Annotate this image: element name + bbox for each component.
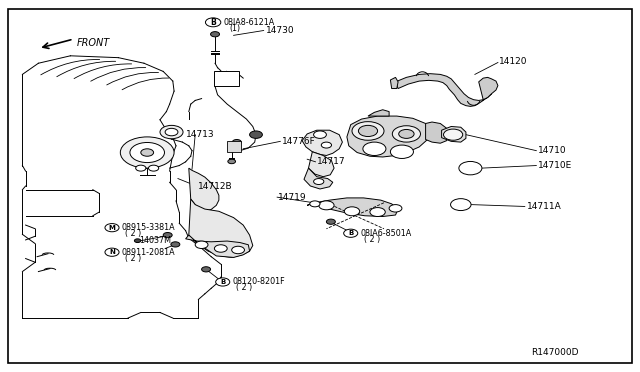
Text: 08120-8201F: 08120-8201F <box>232 278 285 286</box>
Circle shape <box>105 248 119 256</box>
Circle shape <box>130 142 164 163</box>
Circle shape <box>163 232 172 238</box>
Circle shape <box>352 122 384 140</box>
Text: 14713: 14713 <box>186 130 214 139</box>
Polygon shape <box>304 168 333 189</box>
Circle shape <box>358 125 378 137</box>
Polygon shape <box>479 77 498 100</box>
Text: 14037M: 14037M <box>140 236 172 245</box>
Circle shape <box>105 224 119 232</box>
Polygon shape <box>368 110 389 116</box>
Circle shape <box>363 142 386 155</box>
Polygon shape <box>442 126 466 142</box>
Text: ( 2 ): ( 2 ) <box>236 283 252 292</box>
Circle shape <box>314 131 326 138</box>
Circle shape <box>326 219 335 224</box>
Polygon shape <box>186 235 250 257</box>
Circle shape <box>134 239 141 243</box>
Text: 14776F: 14776F <box>282 137 316 146</box>
Polygon shape <box>189 168 219 211</box>
Circle shape <box>392 126 420 142</box>
Text: 14120: 14120 <box>499 57 528 66</box>
Circle shape <box>250 131 262 138</box>
Circle shape <box>165 128 178 136</box>
Text: 14710: 14710 <box>538 146 566 155</box>
Polygon shape <box>307 198 398 217</box>
Text: 08915-3381A: 08915-3381A <box>122 223 175 232</box>
Circle shape <box>232 246 244 254</box>
Circle shape <box>195 241 208 248</box>
Circle shape <box>310 201 320 207</box>
Circle shape <box>390 145 413 158</box>
Text: ( 2 ): ( 2 ) <box>125 254 141 263</box>
Circle shape <box>451 199 471 211</box>
Circle shape <box>464 164 477 172</box>
Circle shape <box>148 165 159 171</box>
Circle shape <box>228 159 236 164</box>
Circle shape <box>205 18 221 27</box>
Polygon shape <box>189 199 253 257</box>
Bar <box>214 71 239 86</box>
Circle shape <box>171 242 180 247</box>
Text: B: B <box>220 279 225 285</box>
Polygon shape <box>396 74 492 106</box>
Text: 14711A: 14711A <box>527 202 561 211</box>
Circle shape <box>141 149 154 156</box>
Circle shape <box>444 129 463 140</box>
Circle shape <box>459 161 482 175</box>
Text: 14719: 14719 <box>278 193 307 202</box>
Circle shape <box>389 205 402 212</box>
Circle shape <box>211 32 220 37</box>
Text: 08IA8-6121A: 08IA8-6121A <box>224 18 275 27</box>
Polygon shape <box>302 130 342 155</box>
Circle shape <box>160 125 183 139</box>
Text: 14730: 14730 <box>266 26 294 35</box>
Circle shape <box>314 179 324 185</box>
Circle shape <box>344 207 360 216</box>
Text: N: N <box>109 249 115 255</box>
Bar <box>227 141 241 152</box>
Circle shape <box>214 245 227 252</box>
Text: (1): (1) <box>229 24 240 33</box>
Circle shape <box>120 137 174 168</box>
Polygon shape <box>426 122 448 143</box>
Text: ( 2 ): ( 2 ) <box>364 235 380 244</box>
Polygon shape <box>347 116 430 157</box>
Polygon shape <box>390 77 398 89</box>
Circle shape <box>455 201 467 208</box>
Text: M: M <box>109 225 115 231</box>
Circle shape <box>399 129 414 138</box>
Text: R147000D: R147000D <box>531 348 579 357</box>
Text: B: B <box>348 230 353 236</box>
Circle shape <box>344 229 358 237</box>
Text: 08IA6-8501A: 08IA6-8501A <box>360 229 412 238</box>
Text: 14712B: 14712B <box>198 182 233 190</box>
Text: 08911-2081A: 08911-2081A <box>122 248 175 257</box>
Circle shape <box>319 201 334 210</box>
Circle shape <box>136 165 146 171</box>
Circle shape <box>202 267 211 272</box>
Text: FRONT: FRONT <box>77 38 110 48</box>
Text: B: B <box>211 18 216 27</box>
Circle shape <box>321 142 332 148</box>
Text: ( 2 ): ( 2 ) <box>125 229 141 238</box>
Circle shape <box>216 278 230 286</box>
Circle shape <box>370 208 385 217</box>
Polygon shape <box>308 152 334 177</box>
Circle shape <box>232 140 241 145</box>
Text: 14717: 14717 <box>317 157 346 166</box>
Text: 14710E: 14710E <box>538 161 572 170</box>
